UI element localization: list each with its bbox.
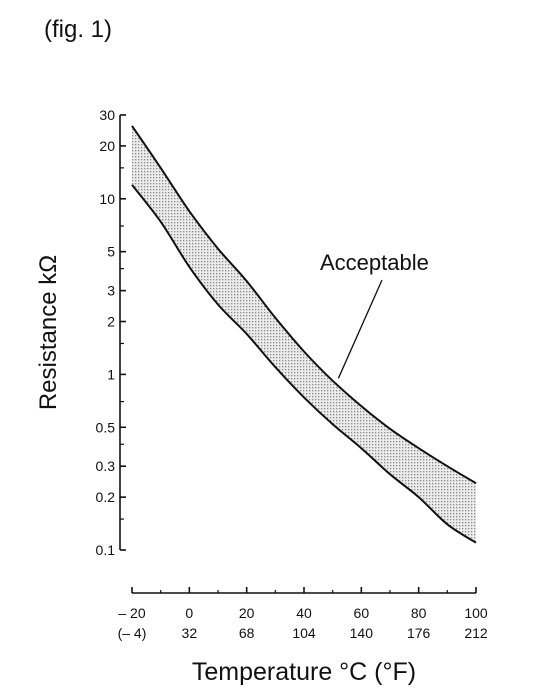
y-tick-label: 0.3 <box>96 458 116 474</box>
figure-label: (fig. 1) <box>44 16 113 43</box>
upper-limit-curve <box>131 125 477 485</box>
x-tick-label-fahrenheit: 140 <box>350 625 374 641</box>
x-tick-label-celsius: 40 <box>296 605 312 621</box>
x-tick-label-celsius: 0 <box>185 605 193 621</box>
x-tick-label-celsius: 20 <box>239 605 255 621</box>
x-tick-label-fahrenheit: (– 4) <box>118 625 147 641</box>
y-tick-label: 10 <box>99 191 115 207</box>
x-tick-label-fahrenheit: 68 <box>239 625 255 641</box>
x-tick-label-fahrenheit: 32 <box>182 625 198 641</box>
acceptable-band <box>132 125 476 543</box>
y-tick-label: 30 <box>99 107 115 123</box>
x-tick-label-celsius: 80 <box>411 605 427 621</box>
x-tick-label-fahrenheit: 176 <box>407 625 431 641</box>
y-tick-label: 1 <box>107 366 115 382</box>
annotation-leader-line <box>337 279 383 379</box>
y-tick-label: 0.5 <box>96 419 116 435</box>
acceptable-annotation: Acceptable <box>320 250 429 275</box>
y-tick-label: 5 <box>107 244 115 260</box>
y-tick-label: 0.1 <box>96 542 116 558</box>
x-tick-label-celsius: 60 <box>354 605 370 621</box>
lower-limit-curve <box>131 184 477 544</box>
y-tick-label: 20 <box>99 138 115 154</box>
y-axis-title: Resistance kΩ <box>35 255 62 410</box>
x-tick-label-celsius: 100 <box>464 605 488 621</box>
x-axis-title: Temperature °C (°F) <box>192 658 416 686</box>
x-tick-label-fahrenheit: 104 <box>292 625 316 641</box>
y-tick-label: 2 <box>107 314 115 330</box>
y-tick-label: 3 <box>107 283 115 299</box>
x-tick-label-fahrenheit: 212 <box>464 625 488 641</box>
x-tick-label-celsius: – 20 <box>118 605 145 621</box>
y-tick-label: 0.2 <box>96 489 116 505</box>
